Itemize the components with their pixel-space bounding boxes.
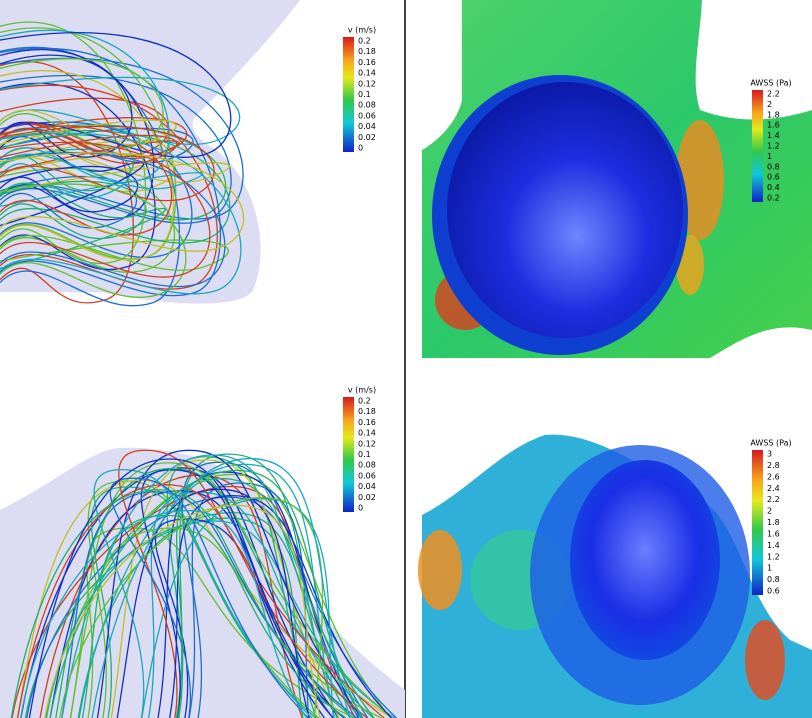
colorbar-label: 2.2 <box>767 90 780 99</box>
colorbar-label: 2.4 <box>767 484 780 493</box>
legend-title: v (m/s) <box>348 386 376 395</box>
colorbar-label: 0.02 <box>358 493 376 502</box>
colorbar-label: 0.1 <box>358 450 371 459</box>
colorbar-label: 2 <box>767 507 772 516</box>
colorbar <box>343 37 354 152</box>
colorbar-label: 0.14 <box>358 69 376 78</box>
colorbar-label: 0.02 <box>358 133 376 142</box>
colorbar-label: 0.04 <box>358 482 376 491</box>
colorbar-label: 0.18 <box>358 47 376 56</box>
colorbar-label: 1.8 <box>767 110 780 119</box>
colorbar <box>343 397 354 512</box>
colorbar-label: 0.12 <box>358 439 376 448</box>
colorbar-label: 0.14 <box>358 429 376 438</box>
legend-title: AWSS (Pa) <box>750 79 791 88</box>
figure: v (m/s)0.20.180.160.140.120.10.080.060.0… <box>0 0 812 718</box>
colorbar-label: 2.8 <box>767 461 780 470</box>
colorbar-label: 0.12 <box>358 79 376 88</box>
colorbar-label: 0.08 <box>358 461 376 470</box>
colorbar-label: 1.2 <box>767 142 780 151</box>
colorbar-label: 2.6 <box>767 472 780 481</box>
colorbar-label: 0.8 <box>767 162 780 171</box>
colorbar-label: 0.4 <box>767 183 780 192</box>
colorbar-label: 0.8 <box>767 575 780 584</box>
colorbar-label: 0.06 <box>358 111 376 120</box>
colorbar-label: 3 <box>767 450 772 459</box>
colorbar <box>752 90 763 202</box>
colorbar-label: 1.2 <box>767 552 780 561</box>
colorbar-label: 1.6 <box>767 529 780 538</box>
colorbar-label: 1.4 <box>767 131 780 140</box>
colorbar-label: 0.16 <box>358 418 376 427</box>
colorbar-label: 1.6 <box>767 121 780 130</box>
colorbar-label: 2.2 <box>767 495 780 504</box>
colorbar-label: 0.2 <box>358 397 371 406</box>
legend-title: v (m/s) <box>348 26 376 35</box>
colorbar-label: 0.2 <box>358 37 371 46</box>
colorbar-label: 0.04 <box>358 122 376 131</box>
colorbar-label: 0.2 <box>767 194 780 203</box>
aneurysm-dome <box>447 82 683 338</box>
colorbar-label: 1 <box>767 564 772 573</box>
aneurysm-dome <box>570 460 720 660</box>
colorbar-label: 2 <box>767 100 772 109</box>
colorbar-label: 1.8 <box>767 518 780 527</box>
colorbar-label: 0 <box>358 144 363 153</box>
colorbar-label: 0 <box>358 504 363 513</box>
colorbar-label: 0.16 <box>358 58 376 67</box>
colorbar-label: 0.06 <box>358 471 376 480</box>
colorbar-label: 1 <box>767 152 772 161</box>
streamline-panel <box>0 0 300 306</box>
colorbar <box>752 450 763 595</box>
colorbar-label: 0.18 <box>358 407 376 416</box>
colorbar-label: 0.08 <box>358 101 376 110</box>
colorbar-label: 1.4 <box>767 541 780 550</box>
legend-title: AWSS (Pa) <box>750 439 791 448</box>
colorbar-label: 0.6 <box>767 587 780 596</box>
colorbar-label: 0.6 <box>767 173 780 182</box>
colorbar-label: 0.1 <box>358 90 371 99</box>
